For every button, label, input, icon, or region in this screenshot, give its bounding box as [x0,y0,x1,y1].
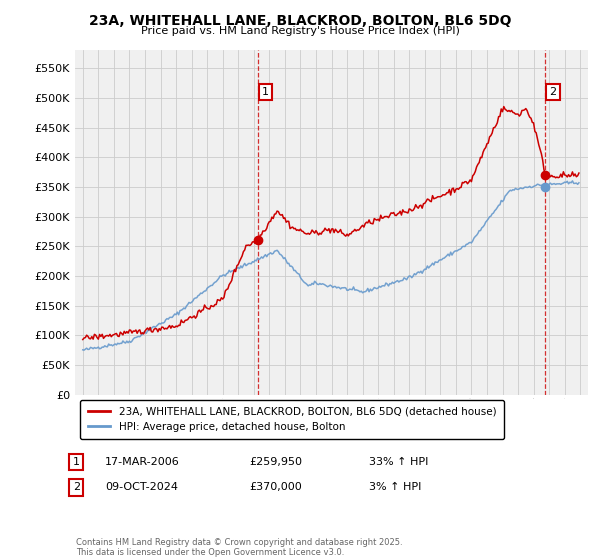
Text: 3% ↑ HPI: 3% ↑ HPI [369,482,421,492]
Text: 2: 2 [550,87,557,97]
Text: 23A, WHITEHALL LANE, BLACKROD, BOLTON, BL6 5DQ: 23A, WHITEHALL LANE, BLACKROD, BOLTON, B… [89,14,511,28]
Legend: 23A, WHITEHALL LANE, BLACKROD, BOLTON, BL6 5DQ (detached house), HPI: Average pr: 23A, WHITEHALL LANE, BLACKROD, BOLTON, B… [80,399,503,440]
Text: £370,000: £370,000 [249,482,302,492]
Text: 1: 1 [262,87,269,97]
Text: Contains HM Land Registry data © Crown copyright and database right 2025.
This d: Contains HM Land Registry data © Crown c… [76,538,403,557]
Text: 17-MAR-2006: 17-MAR-2006 [105,457,180,467]
Text: £259,950: £259,950 [249,457,302,467]
Text: 1: 1 [73,457,80,467]
Text: Price paid vs. HM Land Registry's House Price Index (HPI): Price paid vs. HM Land Registry's House … [140,26,460,36]
Text: 2: 2 [73,482,80,492]
Text: 09-OCT-2024: 09-OCT-2024 [105,482,178,492]
Text: 33% ↑ HPI: 33% ↑ HPI [369,457,428,467]
